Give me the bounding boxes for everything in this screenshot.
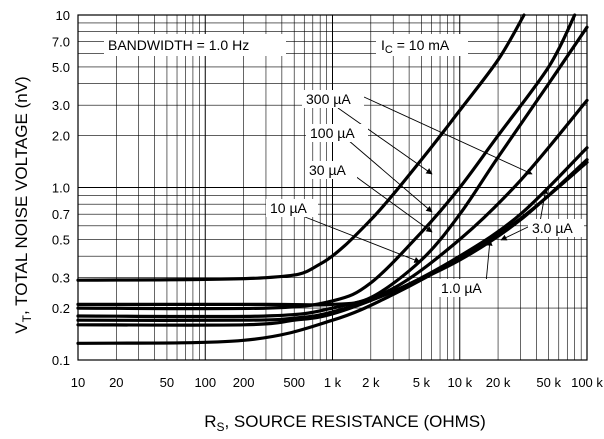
label-leader-lines — [304, 96, 549, 284]
x-tick-label: 20 k — [486, 375, 511, 390]
label-3ua: 3.0 µA — [532, 220, 573, 236]
y-tick-label: 10 — [56, 8, 70, 23]
y-tick-label: 3.0 — [52, 98, 70, 113]
x-title-sub: S — [216, 420, 224, 434]
svg-text:VT, TOTAL NOISE VOLTAGE (nV): VT, TOTAL NOISE VOLTAGE (nV) — [12, 76, 34, 333]
x-tick-label: 500 — [283, 375, 305, 390]
series-line-1-0-a — [76, 160, 589, 345]
y-tick-label: 5.0 — [52, 60, 70, 75]
label-1ua: 1.0 µA — [441, 280, 482, 296]
leader-300ua-a — [337, 107, 433, 175]
x-tick-label: 100 k — [571, 375, 603, 390]
x-tick-label: 20 — [109, 375, 123, 390]
x-tick-label: 50 k — [536, 375, 561, 390]
leader-3ua-a — [500, 225, 531, 241]
series-line-300-a — [76, 13, 526, 282]
y-tick-labels: 0.1 0.2 0.3 0.5 0.7 1.0 2.0 3.0 5.0 7.0 10 — [52, 8, 70, 368]
leader-300ua-b — [363, 96, 533, 175]
ic-main: I — [381, 37, 385, 53]
label-100ua: 100 µA — [310, 125, 355, 141]
y-tick-label: 1.0 — [52, 181, 70, 196]
ic-text: IC = 10 mA — [381, 37, 450, 56]
series-line-100-a — [76, 13, 577, 311]
series-labels: 300 µA 100 µA 30 µA 10 µA 3.0 µA 1.0 µA — [266, 90, 584, 297]
y-title-rest: , TOTAL NOISE VOLTAGE (nV) — [12, 76, 31, 315]
leader-100ua — [347, 139, 433, 213]
x-tick-label: 200 — [233, 375, 255, 390]
leader-10ua — [304, 216, 421, 263]
y-title-sub: T — [20, 314, 34, 322]
bandwidth-text: BANDWIDTH = 1.0 Hz — [108, 37, 249, 53]
plot-grid — [77, 14, 588, 361]
leader-1ua — [485, 239, 493, 284]
x-tick-labels: 10 20 50 100 200 500 1 k 2 k 5 k 10 k 20 k 50 k 100 … — [71, 375, 604, 390]
ic-sub: C — [385, 44, 393, 56]
y-tick-label: 7.0 — [52, 35, 70, 50]
y-title-main: V — [12, 322, 31, 334]
x-axis-title: RS, SOURCE RESISTANCE (OHMS) — [204, 412, 486, 434]
x-title-rest: , SOURCE RESISTANCE (OHMS) — [224, 412, 485, 431]
series-line-30-a — [76, 98, 589, 319]
x-tick-label: 50 — [160, 375, 174, 390]
label-10ua: 10 µA — [270, 200, 308, 216]
x-tick-label: 100 — [194, 375, 216, 390]
y-tick-label: 0.5 — [52, 232, 70, 247]
x-tick-label: 1 k — [324, 375, 342, 390]
label-30ua: 30 µA — [309, 162, 347, 178]
y-tick-label: 0.1 — [52, 353, 70, 368]
x-tick-label: 5 k — [413, 375, 431, 390]
y-tick-label: 2.0 — [52, 129, 70, 144]
leader-30ua — [354, 175, 433, 233]
x-tick-label: 2 k — [362, 375, 380, 390]
x-tick-label: 10 — [71, 375, 85, 390]
ic-rest: = 10 mA — [393, 37, 450, 53]
x-title-main: R — [204, 412, 216, 431]
svg-text:RS, SOURCE RESISTANCE (OHMS): RS, SOURCE RESISTANCE (OHMS) — [204, 412, 486, 434]
y-axis-title: VT, TOTAL NOISE VOLTAGE (nV) — [12, 76, 34, 333]
label-300ua: 300 µA — [306, 91, 351, 107]
x-tick-label: 10 k — [448, 375, 473, 390]
y-tick-label: 0.3 — [52, 271, 70, 286]
leader-3ua-b — [539, 187, 549, 223]
bandwidth-annotation: BANDWIDTH = 1.0 Hz — [104, 34, 286, 56]
y-tick-label: 0.7 — [52, 207, 70, 222]
ic-annotation: IC = 10 mA — [376, 34, 468, 56]
plot-frame — [77, 14, 588, 361]
y-tick-label: 0.2 — [52, 301, 70, 316]
